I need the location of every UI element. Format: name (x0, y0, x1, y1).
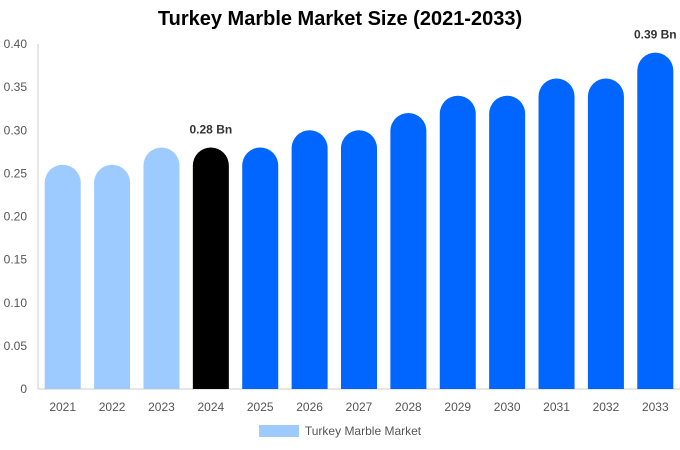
y-tick-label: 0.30 (4, 123, 28, 137)
bar (587, 78, 624, 389)
x-tick-label: 2021 (49, 400, 76, 414)
x-tick-label: 2025 (247, 400, 274, 414)
y-tick-label: 0.25 (4, 166, 28, 180)
bar (489, 95, 526, 389)
bar (143, 147, 180, 389)
y-tick-label: 0.10 (4, 296, 28, 310)
x-tick-label: 2022 (99, 400, 126, 414)
bar (291, 130, 328, 390)
x-tick-label: 2030 (494, 400, 521, 414)
x-tick-label: 2023 (148, 400, 175, 414)
x-tick-label: 2033 (642, 400, 669, 414)
y-tick-label: 0.40 (4, 37, 28, 51)
data-label: 0.39 Bn (634, 28, 677, 42)
x-tick-label: 2029 (444, 400, 471, 414)
y-tick-label: 0.05 (4, 339, 28, 353)
y-tick-label: 0.20 (4, 210, 28, 224)
chart-title: Turkey Marble Market Size (2021-2033) (157, 8, 523, 30)
bar (192, 147, 229, 389)
bar (242, 147, 279, 389)
y-tick-label: 0 (20, 382, 27, 396)
legend-label: Turkey Marble Market (304, 424, 422, 438)
legend-swatch (258, 425, 299, 437)
legend: Turkey Marble Market (0, 424, 680, 438)
y-tick-label: 0.15 (4, 253, 28, 267)
x-tick-label: 2027 (346, 400, 373, 414)
bar (390, 113, 427, 389)
bar (44, 164, 81, 389)
bar (439, 95, 476, 389)
bar (341, 130, 377, 390)
y-tick-label: 0.35 (4, 80, 28, 94)
bar (538, 78, 575, 389)
x-tick-label: 2032 (593, 400, 620, 414)
x-tick-label: 2028 (395, 400, 422, 414)
bar (637, 52, 674, 389)
x-tick-label: 2026 (296, 400, 323, 414)
x-tick-label: 2031 (543, 400, 570, 414)
data-label: 0.28 Bn (190, 123, 233, 137)
x-tick-label: 2024 (197, 400, 224, 414)
bar (94, 164, 131, 389)
